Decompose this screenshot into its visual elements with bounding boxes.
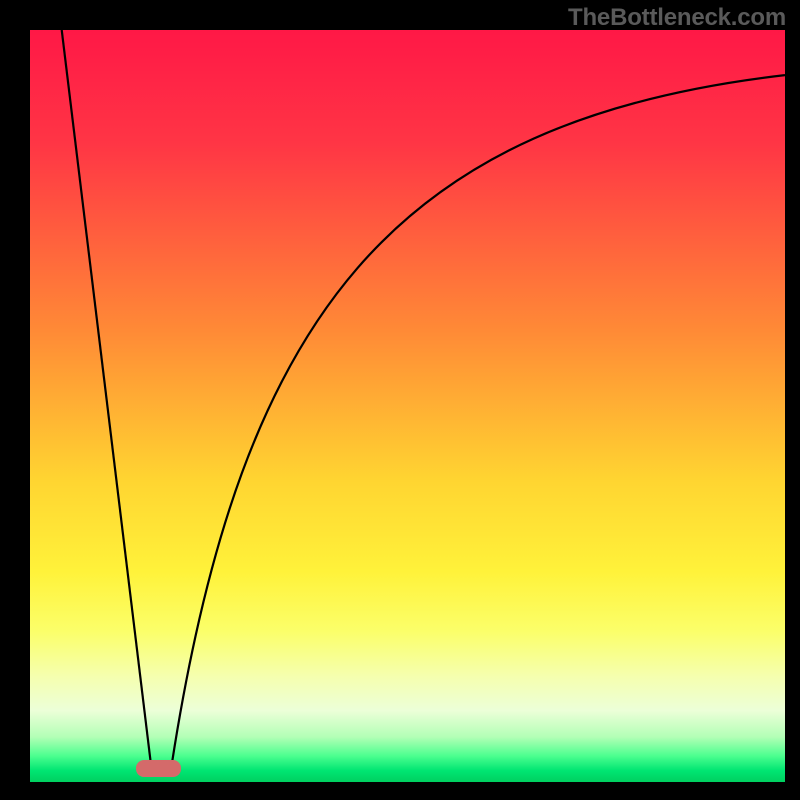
- chart-container: { "watermark": { "text": "TheBottleneck.…: [0, 0, 800, 800]
- left-line: [62, 30, 151, 763]
- right-curve: [172, 75, 785, 763]
- plot-area: [30, 30, 785, 782]
- curves-layer: [30, 30, 785, 782]
- minimum-marker: [136, 760, 181, 777]
- watermark-text: TheBottleneck.com: [568, 4, 786, 32]
